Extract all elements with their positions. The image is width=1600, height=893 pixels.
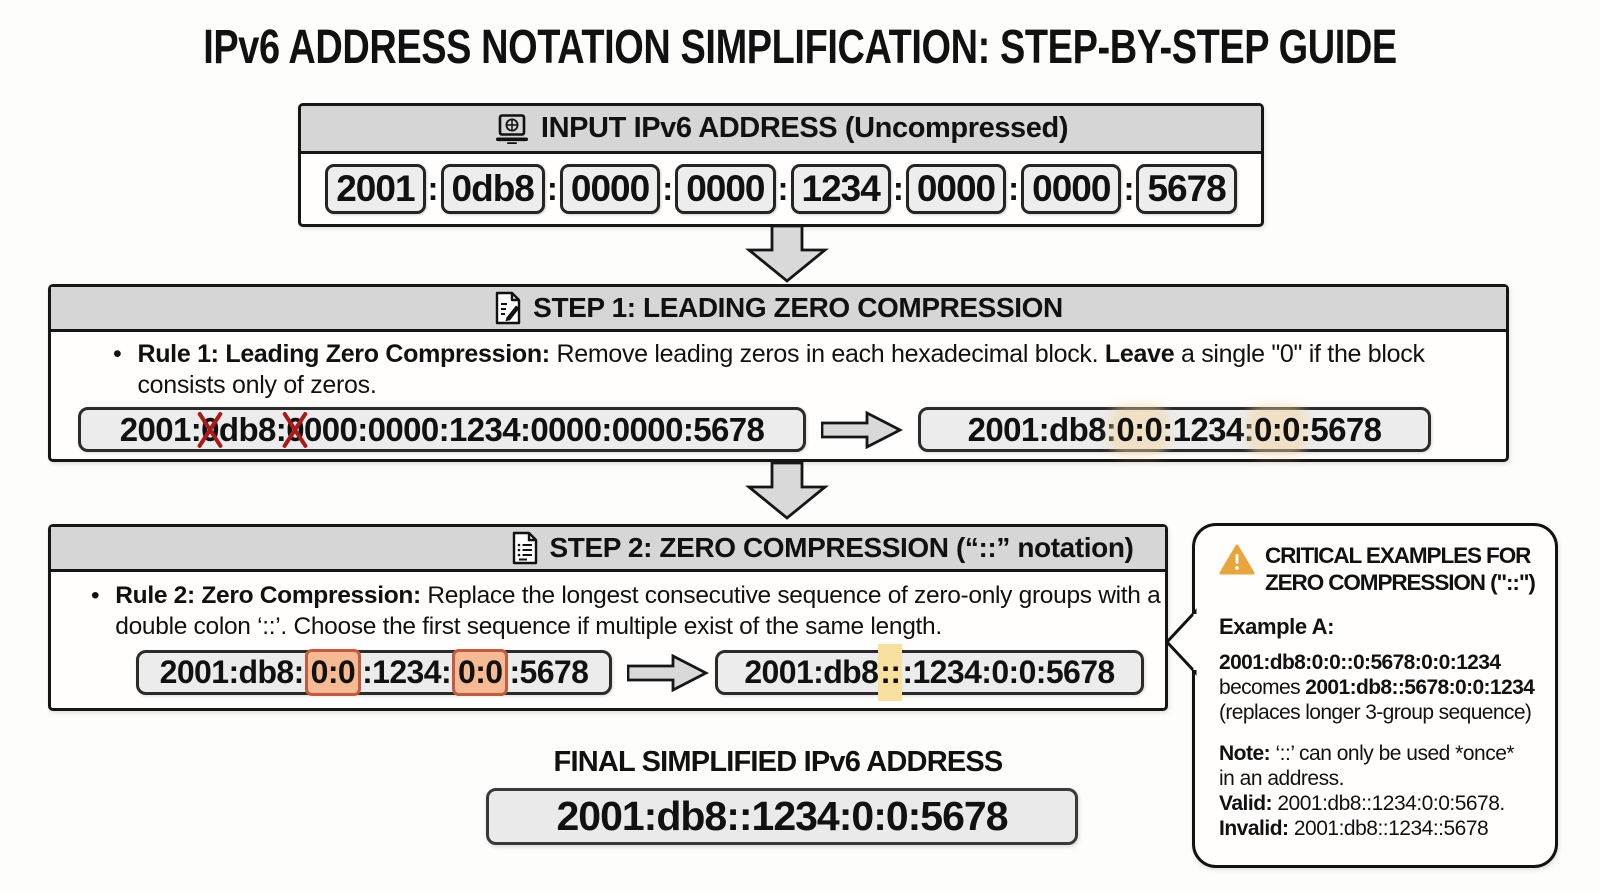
highlighted-group: 0:0 (452, 649, 509, 696)
laptop-globe-icon (495, 113, 528, 144)
step2-before-address: 2001:db8: 0:0:1234: 0:0:5678 (136, 649, 612, 696)
flow-arrow-down-icon (745, 462, 829, 520)
address-segment: 2001: (119, 410, 202, 448)
input-panel-title: INPUT IPv6 ADDRESS (Uncompressed) (540, 112, 1069, 144)
hex-block: 0db8 (440, 164, 545, 214)
hex-block: 2001 (325, 164, 426, 214)
panel-title: CRITICAL EXAMPLES FOR ZERO COMPRESSION (… (1265, 543, 1536, 595)
hex-block: 0000 (675, 164, 776, 214)
panel-header: CRITICAL EXAMPLES FOR ZERO COMPRESSION (… (1219, 542, 1536, 596)
hex-block: 0000 (1021, 164, 1122, 214)
address-segment: 000:0000:1234:0000:0000:5678 (303, 410, 765, 448)
colon-separator: : (427, 170, 439, 207)
colon-separator: : (546, 170, 558, 207)
example-label: Example A: (1219, 614, 1335, 639)
address-segment: :5678 (1299, 410, 1382, 448)
colon-separator: : (892, 170, 904, 207)
rule-1: • Rule 1: Leading Zero Compression: Remo… (113, 339, 1505, 401)
address-segment: :1234: (1162, 410, 1255, 448)
highlighted-group: 0:0 (304, 649, 362, 696)
note-block: Note: ‘::’ can only be used *once* in an… (1219, 741, 1533, 841)
step2-header: STEP 2: ZERO COMPRESSION (“::” notation) (51, 527, 1165, 572)
rule-1-text: Rule 1: Leading Zero Compression: Remove… (137, 340, 1425, 399)
note-line: Note: ‘::’ can only be used *once* in an… (1219, 742, 1515, 790)
highlighted-group: :: (878, 644, 903, 701)
final-address-box: 2001:db8::1234:0:0:5678 (486, 788, 1078, 845)
bullet-icon: • (91, 582, 100, 609)
checklist-doc-icon (512, 531, 537, 565)
rule-2-text: Rule 2: Zero Compression: Replace the lo… (115, 582, 1161, 640)
hex-block: 0000 (559, 164, 661, 214)
flow-arrow-right-icon (627, 653, 709, 693)
example-after-line: becomes 2001:db8::5678:0:0:1234 (1219, 676, 1535, 699)
input-panel-header: INPUT IPv6 ADDRESS (Uncompressed) (301, 106, 1261, 154)
hex-block: 5678 (1136, 164, 1237, 214)
colon-separator: : (1123, 170, 1135, 207)
invalid-line: Invalid: 2001:db8::1234::5678 (1219, 817, 1489, 840)
bullet-icon: • (113, 340, 122, 368)
highlighted-group: 0:0 (1254, 410, 1301, 449)
step2-after-address: 2001:db8:::1234:0:0:5678 (715, 644, 1144, 701)
colon-separator: : (1008, 170, 1020, 207)
highlighted-group: 0:0 (1116, 410, 1163, 449)
colon-separator: : (662, 170, 674, 207)
speech-bubble-tail (1164, 608, 1204, 676)
example-before-address: 2001:db8:0:0::0:5678:0:0:1234 (1219, 651, 1501, 674)
flow-arrow-right-icon (821, 410, 903, 450)
flow-arrow-down-icon (745, 225, 829, 283)
step1-before-address: 2001: 0 db8: 0 000:0000:1234:0000:0000:5678 (78, 407, 806, 452)
rule-2: • Rule 2: Zero Compression: Replace the … (91, 580, 1163, 642)
address-segment: 2001:db8: (967, 410, 1117, 448)
step2-panel: STEP 2: ZERO COMPRESSION (“::” notation)… (48, 524, 1168, 711)
memo-pencil-icon (495, 291, 521, 325)
page-title: IPv6 ADDRESS NOTATION SIMPLIFICATION: ST… (203, 21, 1397, 74)
crossed-zero: 0 (201, 410, 219, 448)
crossed-zero: 0 (286, 410, 304, 448)
address-segment: 2001:db8 (744, 654, 879, 690)
input-address-panel: INPUT IPv6 ADDRESS (Uncompressed) 2001:0… (298, 103, 1264, 227)
warning-icon (1219, 544, 1255, 575)
address-segment: :1234:0:0:5678 (902, 654, 1115, 690)
address-segment: 2001:db8: (159, 654, 305, 690)
hex-block: 0000 (905, 164, 1007, 214)
step1-after-address: 2001:db8: 0:0:1234: 0:0:5678 (918, 407, 1431, 452)
address-segment: db8: (218, 410, 287, 448)
step1-header: STEP 1: LEADING ZERO COMPRESSION (51, 287, 1506, 332)
address-segment: :1234: (362, 654, 452, 690)
valid-line: Valid: 2001:db8::1234:0:0:5678. (1219, 792, 1505, 815)
example-note: (replaces longer 3-group sequence) (1219, 701, 1532, 724)
step2-title: STEP 2: ZERO COMPRESSION (“::” notation) (549, 532, 1134, 563)
hex-block: 1234 (790, 164, 891, 214)
critical-examples-panel: CRITICAL EXAMPLES FOR ZERO COMPRESSION (… (1164, 523, 1558, 868)
step1-panel: STEP 1: LEADING ZERO COMPRESSION • Rule … (48, 284, 1509, 462)
address-segment: :5678 (509, 654, 589, 690)
colon-separator: : (777, 170, 789, 207)
step1-title: STEP 1: LEADING ZERO COMPRESSION (533, 292, 1063, 323)
input-address-blocks: 2001:0db8:0000:0000:1234:0000:0000:5678 (301, 154, 1261, 224)
final-address-label: FINAL SIMPLIFIED IPv6 ADDRESS (553, 746, 1004, 778)
